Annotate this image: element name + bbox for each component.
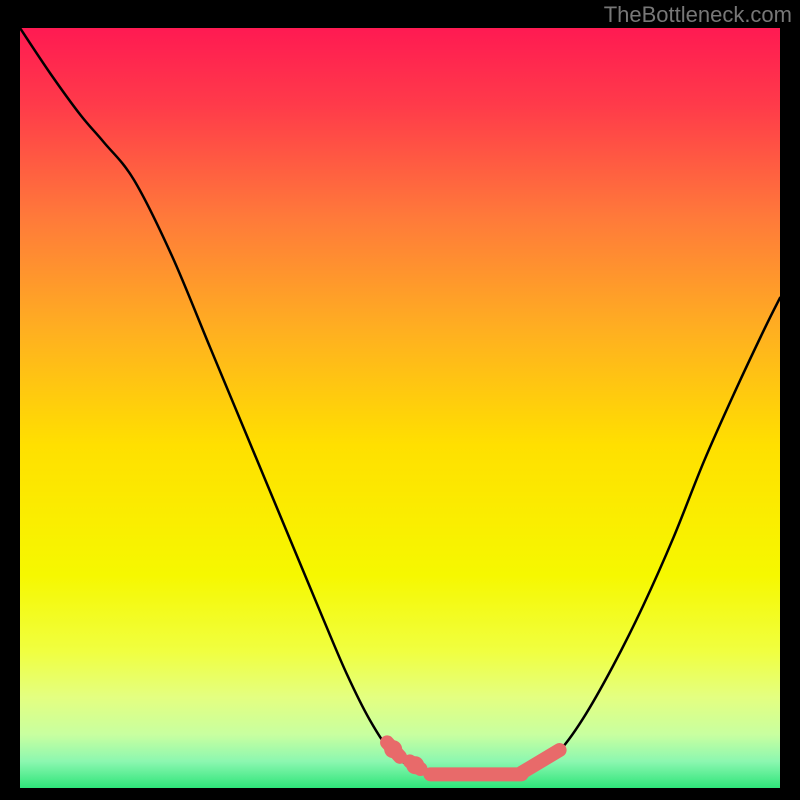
plot-area — [20, 28, 780, 788]
watermark-text: TheBottleneck.com — [604, 2, 792, 28]
chart-frame: TheBottleneck.com — [0, 0, 800, 800]
gradient-background — [20, 28, 780, 788]
